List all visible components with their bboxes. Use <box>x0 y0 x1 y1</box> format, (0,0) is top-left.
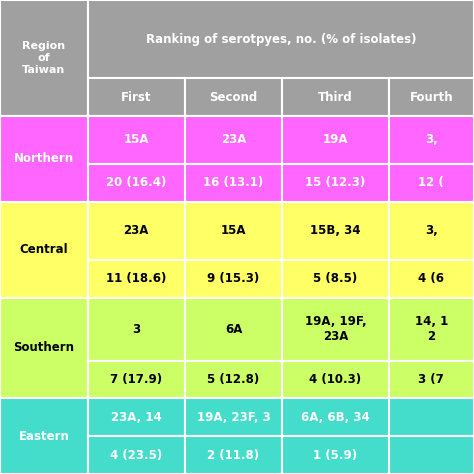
Bar <box>282 398 389 436</box>
Bar <box>282 116 389 164</box>
Bar <box>88 361 185 398</box>
Bar <box>88 436 185 474</box>
Bar <box>282 436 389 474</box>
Bar <box>389 361 474 398</box>
Bar <box>389 298 474 361</box>
Text: Ranking of serotpyes, no. (% of isolates): Ranking of serotpyes, no. (% of isolates… <box>146 33 416 46</box>
Text: 3,: 3, <box>425 224 438 237</box>
Text: 11 (18.6): 11 (18.6) <box>106 272 166 285</box>
Bar <box>389 78 474 116</box>
Text: 15B, 34: 15B, 34 <box>310 224 361 237</box>
Bar <box>282 202 389 260</box>
Text: 7 (17.9): 7 (17.9) <box>110 373 162 386</box>
Bar <box>389 398 474 436</box>
Bar <box>185 202 282 260</box>
Text: Region
of
Taiwan: Region of Taiwan <box>22 41 65 74</box>
Text: 19A: 19A <box>323 133 348 146</box>
Bar <box>88 78 185 116</box>
Text: 3: 3 <box>132 322 140 336</box>
Text: 14, 1
2: 14, 1 2 <box>415 315 448 343</box>
Bar <box>0 0 88 116</box>
Bar <box>185 361 282 398</box>
Text: 1 (5.9): 1 (5.9) <box>313 448 357 462</box>
Text: 4 (6: 4 (6 <box>419 272 444 285</box>
Text: 15A: 15A <box>124 133 149 146</box>
Bar <box>88 298 185 361</box>
Bar <box>0 116 88 202</box>
Text: 9 (15.3): 9 (15.3) <box>207 272 260 285</box>
Text: Third: Third <box>318 91 353 104</box>
Bar <box>0 298 88 398</box>
Text: 23A: 23A <box>124 224 149 237</box>
Bar <box>389 202 474 260</box>
Bar <box>185 260 282 298</box>
Text: Southern: Southern <box>13 341 74 355</box>
Bar <box>88 0 474 78</box>
Text: Second: Second <box>210 91 257 104</box>
Bar <box>185 164 282 202</box>
Text: 15A: 15A <box>221 224 246 237</box>
Text: Fourth: Fourth <box>410 91 453 104</box>
Bar <box>185 398 282 436</box>
Text: 4 (10.3): 4 (10.3) <box>310 373 361 386</box>
Bar <box>185 78 282 116</box>
Text: Central: Central <box>19 243 68 256</box>
Bar <box>389 116 474 164</box>
Text: 6A, 6B, 34: 6A, 6B, 34 <box>301 411 370 424</box>
Text: Northern: Northern <box>14 152 74 165</box>
Bar <box>88 164 185 202</box>
Text: 19A, 23F, 3: 19A, 23F, 3 <box>197 411 270 424</box>
Text: 5 (12.8): 5 (12.8) <box>207 373 260 386</box>
Bar <box>0 398 88 474</box>
Bar <box>185 116 282 164</box>
Bar <box>282 78 389 116</box>
Bar <box>282 260 389 298</box>
Text: Eastern: Eastern <box>18 429 69 443</box>
Text: First: First <box>121 91 152 104</box>
Bar <box>389 436 474 474</box>
Bar <box>389 260 474 298</box>
Bar <box>389 164 474 202</box>
Text: 2 (11.8): 2 (11.8) <box>208 448 259 462</box>
Text: 3,: 3, <box>425 133 438 146</box>
Text: 5 (8.5): 5 (8.5) <box>313 272 357 285</box>
Bar <box>282 298 389 361</box>
Text: 16 (13.1): 16 (13.1) <box>203 176 264 189</box>
Text: 12 (: 12 ( <box>419 176 444 189</box>
Text: 15 (12.3): 15 (12.3) <box>305 176 365 189</box>
Bar <box>185 436 282 474</box>
Text: 20 (16.4): 20 (16.4) <box>106 176 166 189</box>
Text: 23A: 23A <box>221 133 246 146</box>
Bar <box>88 202 185 260</box>
Bar <box>282 164 389 202</box>
Bar <box>282 361 389 398</box>
Text: 4 (23.5): 4 (23.5) <box>110 448 163 462</box>
Bar <box>88 260 185 298</box>
Text: 19A, 19F,
23A: 19A, 19F, 23A <box>304 315 366 343</box>
Text: 6A: 6A <box>225 322 242 336</box>
Bar <box>185 298 282 361</box>
Text: 3 (7: 3 (7 <box>419 373 444 386</box>
Bar <box>88 398 185 436</box>
Text: 23A, 14: 23A, 14 <box>111 411 162 424</box>
Bar <box>88 116 185 164</box>
Bar <box>0 202 88 298</box>
